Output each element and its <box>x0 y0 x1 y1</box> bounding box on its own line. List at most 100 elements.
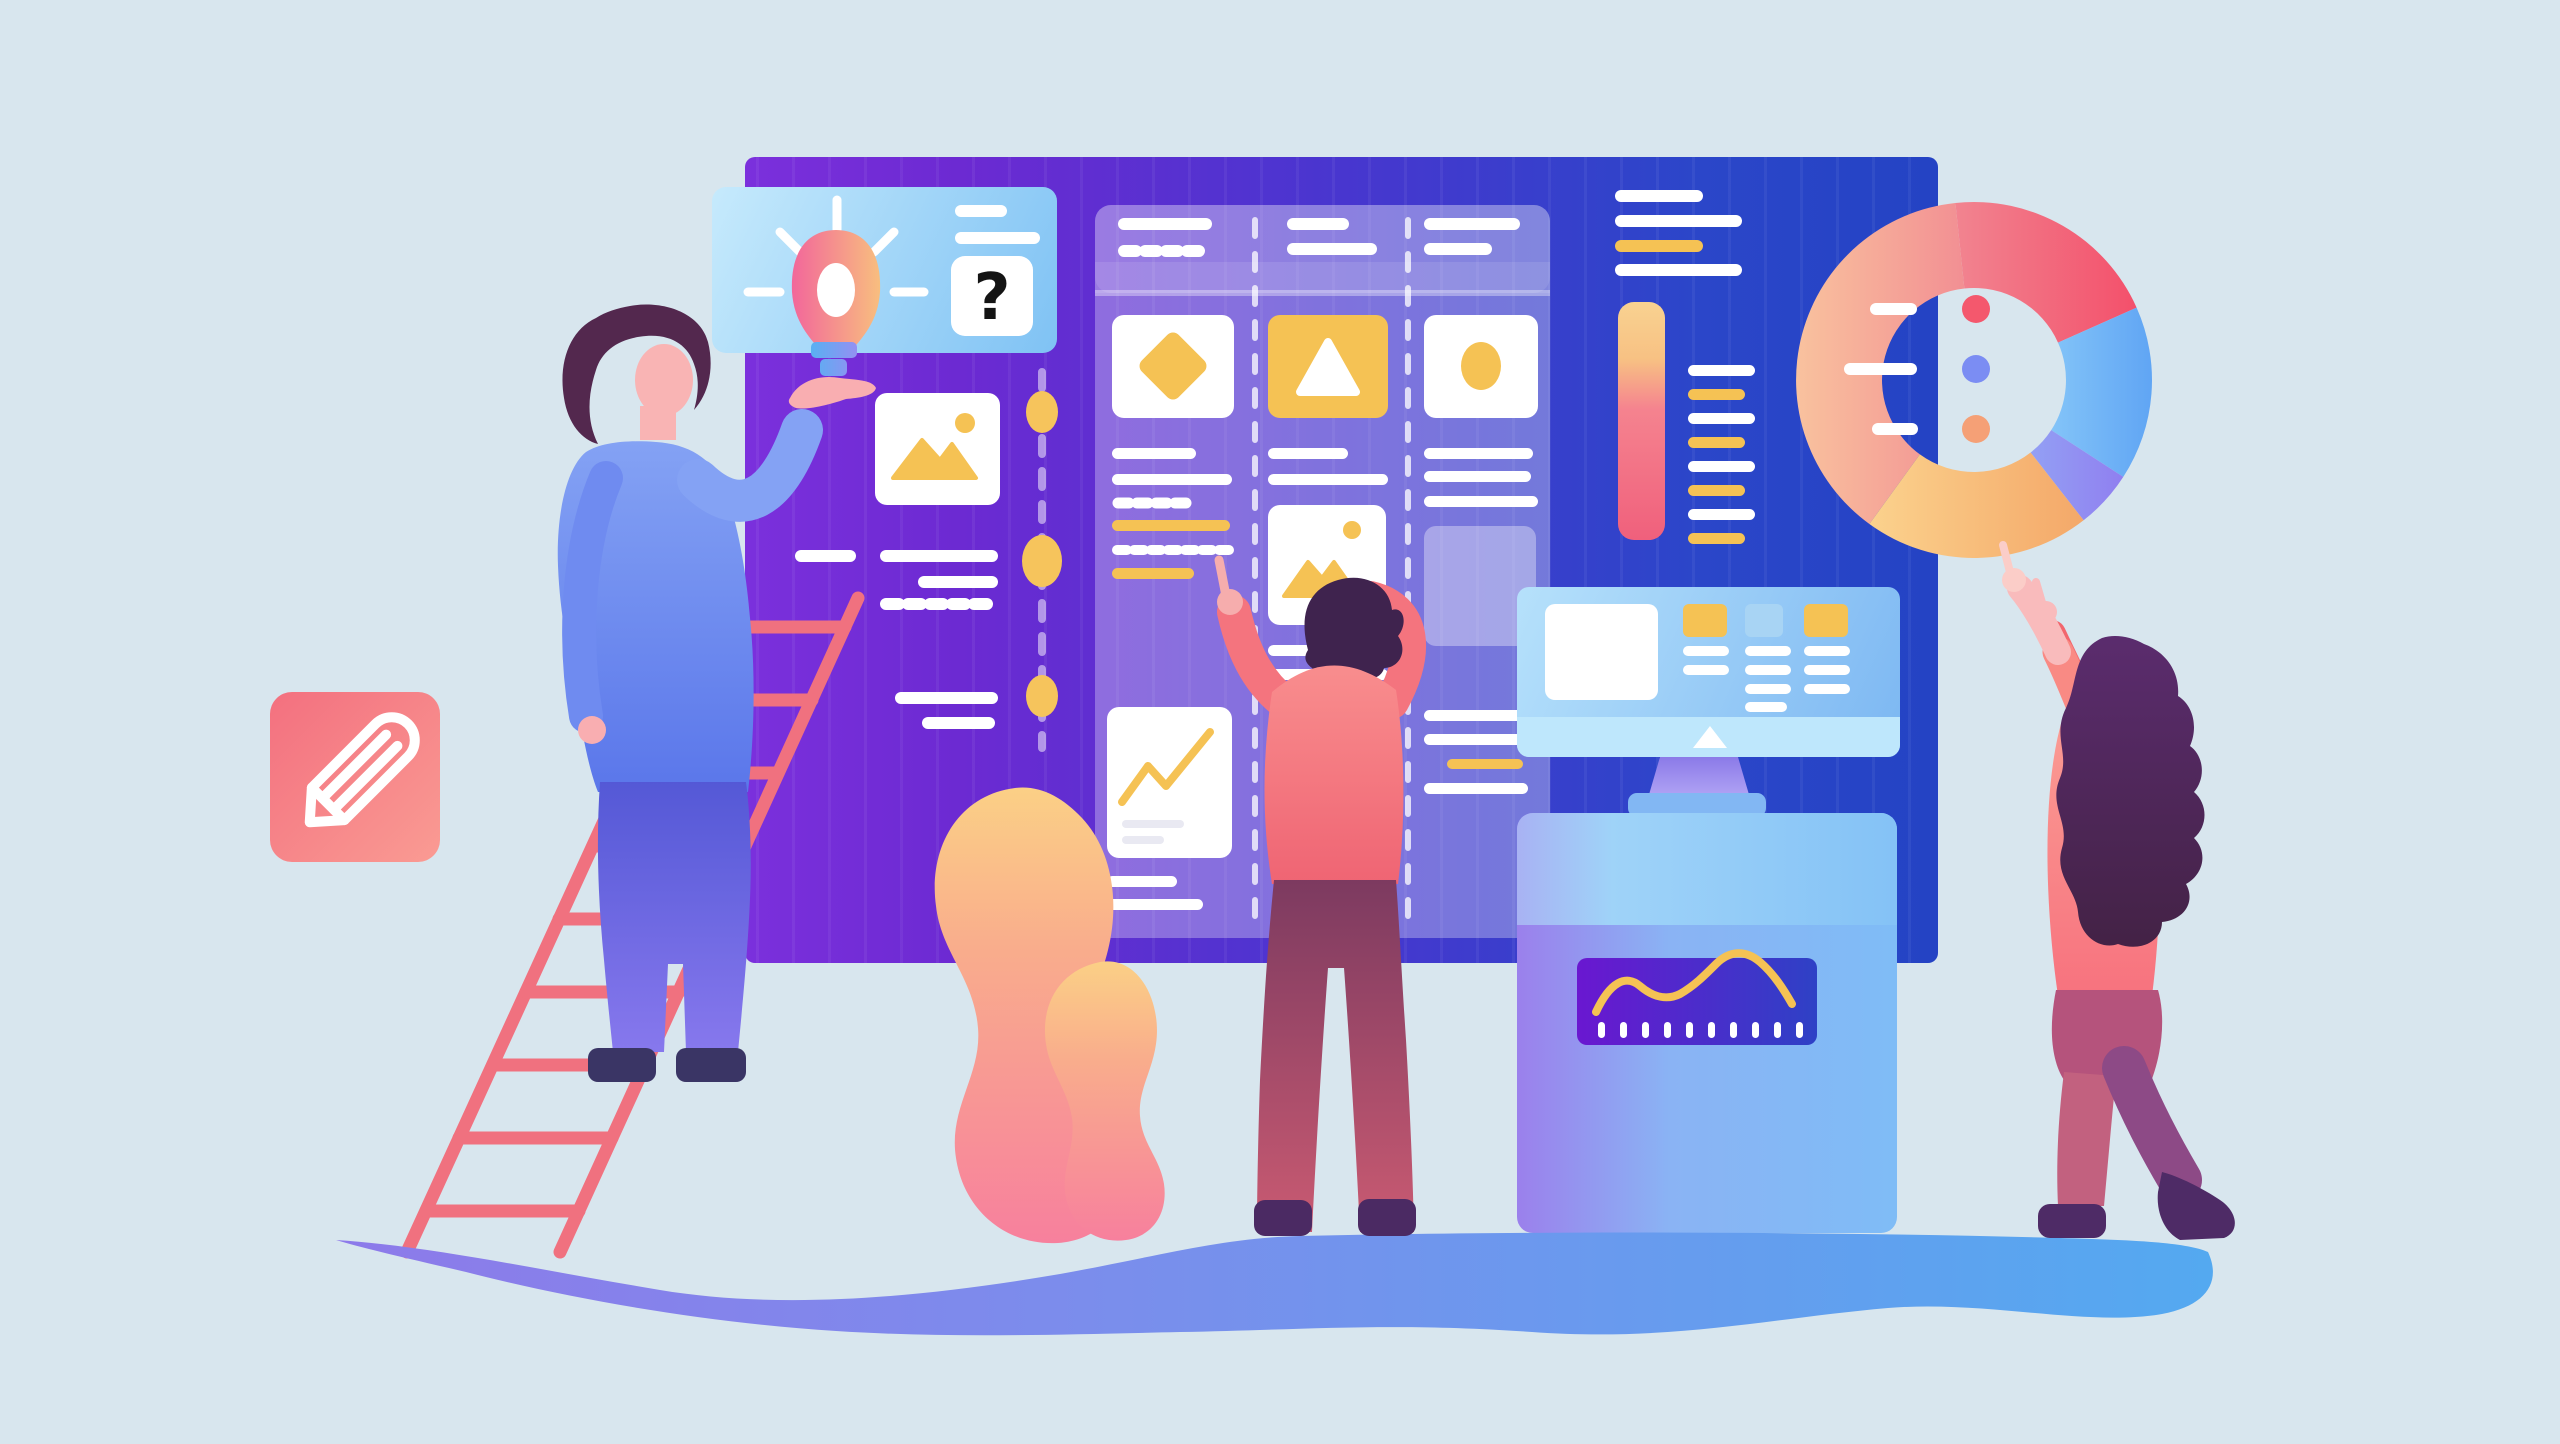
torso <box>1264 665 1404 884</box>
kanban-column-separators <box>1252 217 1411 927</box>
idea-card-text-lines <box>955 205 1040 244</box>
back-arm <box>562 461 623 733</box>
image-card <box>875 393 1000 505</box>
lightbulb-rays <box>743 195 929 297</box>
donut-segment-purple <box>2030 430 2124 521</box>
board-left-region: ? <box>712 187 1062 752</box>
neck <box>640 406 676 440</box>
legend-dot-icon <box>1962 295 1990 323</box>
front-leg <box>2057 1072 2116 1206</box>
donut-segment-orange <box>1869 452 2084 559</box>
timeline-dot-icon <box>1026 675 1058 717</box>
chart-tick <box>1708 1022 1715 1038</box>
column-1-text-lines <box>1112 448 1235 579</box>
column-3-text-lines <box>1424 448 1538 507</box>
chart-tick <box>1620 1022 1627 1038</box>
hair <box>562 304 711 444</box>
near-forearm <box>2007 575 2071 665</box>
vertical-progress-bar <box>1618 302 1665 540</box>
monitor-kiosk <box>1517 587 1900 1233</box>
person-man-on-ladder <box>557 304 876 1082</box>
chart-tick <box>1598 1022 1605 1038</box>
back-hand <box>578 716 606 744</box>
chart-tick <box>1664 1022 1671 1038</box>
donut-chart <box>1796 202 2152 559</box>
line-chart-icon <box>1118 728 1214 806</box>
column-3-lower-lines <box>1424 710 1528 794</box>
kanban-column-1 <box>1107 218 1235 910</box>
left-region-text-lines <box>795 550 1002 729</box>
screen-grid-tiles <box>1683 604 1848 637</box>
kanban-card-triangle <box>1268 315 1388 418</box>
shoe <box>1358 1199 1416 1236</box>
question-mark-icon: ? <box>973 261 1010 335</box>
donut-legend-dashes <box>1844 303 1918 435</box>
face <box>635 344 693 416</box>
person-man-at-board <box>1214 555 1426 1236</box>
column-2-header <box>1287 218 1377 255</box>
board-right-region <box>1615 190 1755 544</box>
timeline-dot-icon <box>1022 535 1062 587</box>
lightbulb-highlight <box>817 263 855 317</box>
idea-card: ? <box>712 187 1057 376</box>
triangle-icon <box>1296 338 1360 396</box>
kanban-card-diamond <box>1112 315 1234 418</box>
bulb-base-bottom <box>820 359 847 376</box>
pants <box>1257 880 1414 1232</box>
raised-arm <box>677 409 823 522</box>
decorative-blob <box>934 787 1165 1244</box>
open-hand <box>788 376 876 409</box>
circle-icon <box>1461 342 1501 390</box>
bar-legend-lines <box>1688 365 1755 544</box>
monitor-bottom-strip-fill <box>1517 717 1900 737</box>
pencil-card <box>270 692 440 862</box>
column-1-header <box>1118 218 1212 257</box>
chart-tick <box>1752 1022 1759 1038</box>
ground-wave <box>336 1232 2213 1336</box>
kanban-column-3 <box>1424 218 1538 794</box>
kanban-card-line-chart <box>1107 707 1232 858</box>
near-hand <box>2002 568 2026 592</box>
back-leg <box>2102 1046 2202 1202</box>
column-3-header <box>1424 218 1520 255</box>
hair <box>2056 636 2205 947</box>
line-chart-icon <box>1592 949 1796 1016</box>
screen-text-lines <box>1683 646 1850 712</box>
column-2-text-lines <box>1268 448 1388 485</box>
cabinet-top-section-fill <box>1517 893 1897 925</box>
timeline-dot-icon <box>1026 391 1058 433</box>
kanban-panel <box>1095 205 1550 938</box>
shoe <box>1254 1200 1312 1236</box>
donut-segment-blue <box>2051 307 2152 477</box>
shoe <box>2038 1204 2106 1238</box>
chart-tick <box>1730 1022 1737 1038</box>
pointing-finger <box>1214 555 1231 601</box>
shoe <box>2157 1172 2235 1240</box>
chart-tick-marks <box>1598 1022 1803 1038</box>
pants <box>597 782 751 1052</box>
stand-flange <box>1628 793 1766 817</box>
cabinet-chart-panel <box>1577 949 1817 1045</box>
timeline <box>1022 368 1062 752</box>
kanban-card-ghost <box>1424 526 1536 646</box>
shoe <box>676 1048 746 1082</box>
chart-tick <box>1796 1022 1803 1038</box>
donut-legend-dots <box>1962 295 1990 443</box>
mountain-sun-icon <box>891 413 978 480</box>
pencil-icon <box>304 712 420 828</box>
chart-tick <box>1686 1022 1693 1038</box>
hair <box>1304 577 1404 681</box>
legend-dot-icon <box>1962 415 1990 443</box>
up-arrow-icon <box>1693 726 1727 748</box>
chart-tick <box>1642 1022 1649 1038</box>
diamond-icon <box>1139 332 1207 400</box>
chart-tick <box>1774 1022 1781 1038</box>
kanban-header-separator <box>1095 290 1550 296</box>
kanban-card-circle <box>1424 315 1538 418</box>
bulb-base-top <box>811 342 857 358</box>
shoe <box>588 1048 656 1082</box>
screen-white-window <box>1545 604 1658 700</box>
monitor-stand-neck <box>1648 757 1750 798</box>
near-finger <box>1999 541 2014 576</box>
